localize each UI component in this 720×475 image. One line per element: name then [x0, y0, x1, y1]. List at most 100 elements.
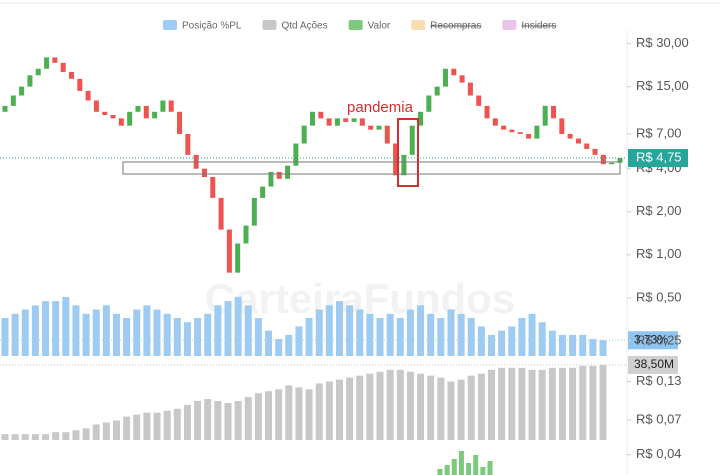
bar [183, 404, 191, 440]
bar [366, 373, 374, 440]
bar [194, 401, 202, 440]
candle [567, 133, 573, 139]
candle [135, 105, 141, 112]
candle [285, 165, 291, 179]
y-tick-label: R$ 0,50 [636, 289, 682, 304]
candle [60, 62, 66, 72]
bar [406, 309, 414, 356]
legend-swatch [262, 20, 277, 30]
bar [234, 401, 242, 440]
bar [376, 318, 384, 356]
bar [518, 318, 526, 356]
candle [526, 133, 532, 139]
candle [359, 118, 365, 126]
bar [42, 301, 50, 356]
bar [123, 318, 131, 356]
bar [82, 313, 90, 356]
candle [609, 162, 615, 165]
bar [589, 339, 597, 356]
bar [62, 296, 70, 356]
bar [21, 434, 29, 440]
candle [19, 86, 25, 96]
bar [1, 318, 9, 356]
candle [127, 111, 133, 126]
legend-label: Insiders [521, 21, 556, 32]
bar [133, 309, 141, 356]
bar [143, 412, 151, 440]
bar [457, 313, 465, 356]
bar [427, 313, 435, 356]
bar [498, 367, 506, 440]
bar [346, 377, 354, 440]
candle [426, 95, 432, 112]
candle [368, 125, 374, 130]
bar [473, 455, 479, 475]
value-tag-label: 38,50M [634, 357, 674, 371]
bar [356, 309, 364, 356]
candle [343, 118, 349, 122]
candle [177, 111, 183, 134]
bar [275, 339, 283, 356]
bar [396, 318, 404, 356]
legend-swatch [411, 20, 426, 30]
bar [183, 322, 191, 356]
candle [509, 129, 515, 133]
candle [501, 125, 507, 130]
bar [477, 373, 485, 440]
bar [477, 326, 485, 356]
candle [168, 100, 174, 112]
candle [559, 118, 565, 134]
bar [254, 318, 262, 356]
y-tick-label: R$ 0,25 [636, 332, 682, 347]
bar [133, 414, 141, 440]
bar [11, 434, 19, 440]
bar [508, 367, 516, 440]
bar [244, 397, 252, 440]
bar [153, 412, 161, 440]
bar [366, 313, 374, 356]
bar [173, 318, 181, 356]
bar [444, 465, 450, 475]
bar [315, 383, 323, 440]
candle [542, 105, 548, 126]
candle [185, 133, 191, 155]
bar [204, 313, 212, 356]
bar [21, 309, 29, 356]
bar [437, 318, 445, 356]
candle [467, 82, 473, 96]
bar [163, 410, 171, 440]
bar [548, 330, 556, 356]
y-tick-label: R$ 1,00 [636, 246, 682, 261]
bar [335, 301, 343, 356]
bar [325, 305, 333, 356]
y-tick-label: R$ 30,00 [636, 35, 689, 50]
bar [457, 379, 465, 440]
bar [173, 408, 181, 440]
bar [447, 309, 455, 356]
bar [214, 305, 222, 356]
candle [268, 171, 274, 187]
candle [276, 171, 282, 179]
value-tag-label: 3.73% [634, 332, 668, 346]
bar [480, 467, 486, 475]
legend-swatch [502, 20, 517, 30]
bar [386, 369, 394, 440]
bar [498, 330, 506, 356]
bar [538, 369, 546, 440]
bar [275, 389, 283, 440]
bar [82, 428, 90, 440]
y-tick-label: R$ 0,07 [636, 411, 682, 426]
candle [52, 57, 58, 63]
price-tag-label: R$ 4,75 [636, 149, 682, 164]
bar [417, 373, 425, 440]
candle [68, 71, 74, 79]
candle [310, 111, 315, 126]
legend-label: Recompras [430, 21, 481, 32]
price-tag [628, 149, 688, 168]
bar [558, 367, 566, 440]
bar [143, 305, 151, 356]
bar [72, 305, 80, 356]
bar [599, 364, 607, 440]
annotation: pandemia [347, 99, 414, 116]
